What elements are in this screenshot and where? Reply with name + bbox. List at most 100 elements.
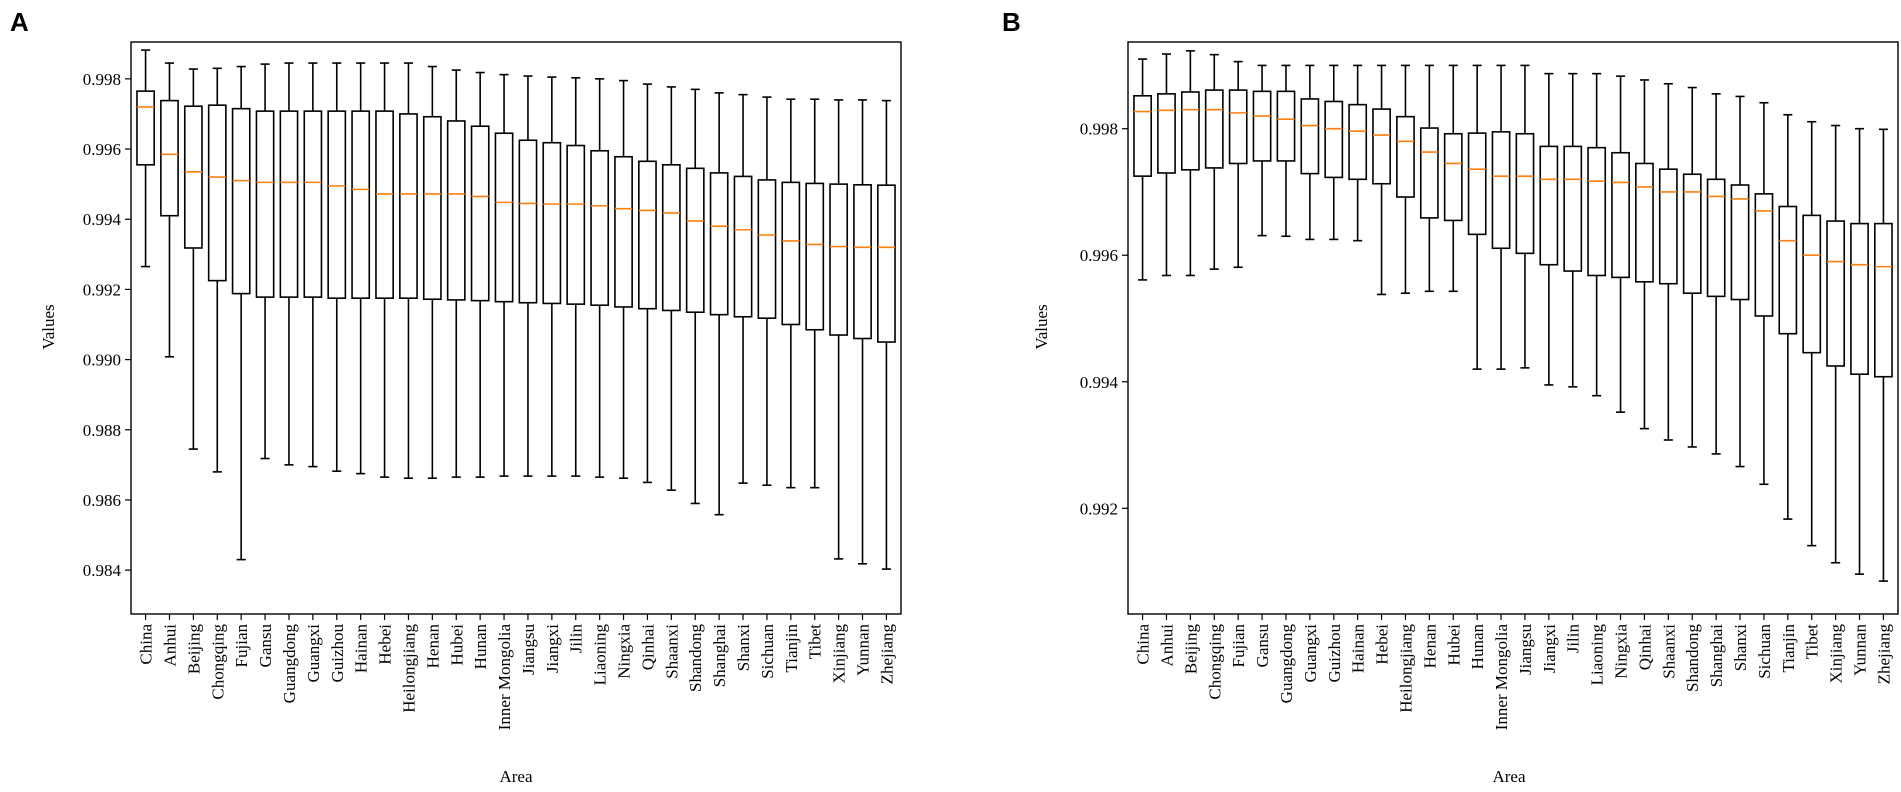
box-tianjin	[781, 98, 801, 489]
box-body	[207, 104, 227, 282]
x-tick-label: Tianjin	[1779, 624, 1798, 673]
x-tick-label: Sichuan	[1755, 624, 1774, 679]
x-tick-label: Zhejiang	[877, 624, 896, 685]
box-shanxi	[733, 93, 753, 484]
x-tick-label: Shaanxi	[662, 624, 681, 679]
y-tick-label: 0.992	[1080, 499, 1118, 518]
box-body	[1682, 173, 1702, 294]
box-jiangxi	[542, 76, 562, 477]
box-body	[733, 175, 753, 318]
x-tick-label: Hunan	[1468, 624, 1487, 670]
box-body	[1324, 100, 1344, 179]
x-tick-label: Guangxi	[304, 624, 323, 683]
y-tick-label: 0.996	[83, 140, 121, 159]
box-zhejiang	[877, 99, 896, 570]
x-tick-label: China	[137, 624, 156, 665]
panel-b-xlabel: Area	[1492, 767, 1525, 786]
box-body	[1730, 184, 1750, 301]
box-body	[781, 181, 801, 326]
box-henan	[422, 65, 442, 479]
box-body	[1133, 94, 1152, 177]
box-guangdong	[279, 62, 299, 466]
x-tick-label: Qinhai	[638, 624, 657, 671]
box-body	[1252, 90, 1272, 162]
x-tick-label: Shanxi	[1731, 624, 1750, 672]
box-body	[1396, 115, 1415, 198]
box-body	[399, 113, 418, 299]
box-inner-mongolia	[494, 73, 514, 477]
box-body	[1635, 162, 1654, 283]
box-xinjiang	[1826, 124, 1846, 564]
box-body	[160, 99, 179, 217]
x-tick-label: Beijing	[184, 624, 203, 675]
x-tick-label: Chongqing	[208, 624, 227, 700]
box-body	[590, 149, 610, 306]
x-tick-label: Jilin	[1564, 624, 1583, 654]
box-guangxi	[303, 62, 323, 468]
box-xinjiang	[829, 99, 849, 560]
box-qinhai	[1635, 79, 1654, 430]
x-tick-label: Hebei	[1373, 624, 1392, 665]
box-guangxi	[1300, 64, 1320, 241]
box-body	[757, 179, 777, 319]
x-tick-label: Hainan	[352, 624, 371, 674]
box-shanghai	[709, 92, 729, 516]
x-tick-label: Tianjin	[782, 624, 801, 673]
box-body	[422, 115, 442, 301]
panel-a-xlabel: Area	[499, 767, 532, 786]
x-tick-label: Jiangsu	[519, 624, 538, 676]
y-tick-label: 0.988	[83, 421, 121, 440]
box-body	[279, 110, 299, 298]
box-tianjin	[1778, 113, 1798, 520]
x-tick-label: Hainan	[1349, 624, 1368, 674]
box-hainan	[351, 62, 371, 475]
x-tick-label: Shanxi	[734, 624, 753, 672]
box-body	[1276, 90, 1296, 162]
x-tick-label: Beijing	[1181, 624, 1200, 675]
panel-b-x-ticks: China Anhui Beijing Chongqing Fujian Gansu Gua…	[1134, 614, 1893, 730]
y-tick-label: 0.998	[83, 70, 121, 89]
y-tick-label: 0.994	[83, 210, 122, 229]
panel-a: A Values Area 0.9840.9860.9880.9900.9920…	[10, 7, 902, 786]
box-shandong	[685, 88, 705, 505]
box-body	[375, 110, 394, 299]
box-jiangsu	[518, 75, 538, 477]
box-heilongjiang	[1396, 64, 1415, 294]
box-body	[638, 160, 657, 310]
x-tick-label: Guizhou	[328, 624, 347, 683]
x-tick-label: Hubei	[447, 624, 466, 666]
x-tick-label: Liaoning	[1588, 624, 1607, 686]
box-body	[542, 141, 562, 305]
x-tick-label: Henan	[423, 624, 442, 669]
box-body	[829, 183, 849, 336]
panel-a-x-ticks: China Anhui Beijing Chongqing Fujian Gansu Gua…	[137, 614, 896, 731]
box-body	[877, 184, 896, 343]
box-body	[1658, 168, 1678, 285]
x-tick-label: Hubei	[1444, 624, 1463, 666]
box-zhejiang	[1874, 128, 1893, 582]
x-tick-label: Inner Mongolia	[495, 624, 514, 731]
x-tick-label: Shandong	[686, 624, 705, 693]
box-body	[494, 132, 514, 303]
box-body	[1802, 214, 1822, 354]
box-hubei	[446, 69, 466, 478]
box-body	[614, 155, 633, 308]
box-body	[446, 120, 466, 301]
box-yunnan	[1850, 127, 1869, 575]
box-gansu	[255, 63, 275, 460]
box-body	[327, 110, 347, 299]
box-body	[1204, 89, 1224, 169]
x-tick-label: Shandong	[1683, 624, 1702, 693]
x-tick-label: Xinjiang	[830, 624, 849, 684]
box-body	[518, 139, 538, 304]
panel-a-ylabel: Values	[39, 304, 58, 349]
box-jiangsu	[1515, 64, 1535, 369]
box-china	[136, 49, 155, 268]
box-body	[303, 110, 323, 298]
x-tick-label: China	[1134, 624, 1153, 665]
panel-b: B Values Area 0.992 0.994 0.996 0.998 China…	[1002, 7, 1899, 786]
box-jiangxi	[1539, 72, 1559, 386]
x-tick-label: Tibet	[806, 624, 825, 660]
y-tick-label: 0.996	[1080, 246, 1118, 265]
x-tick-label: Anhui	[1157, 624, 1176, 667]
